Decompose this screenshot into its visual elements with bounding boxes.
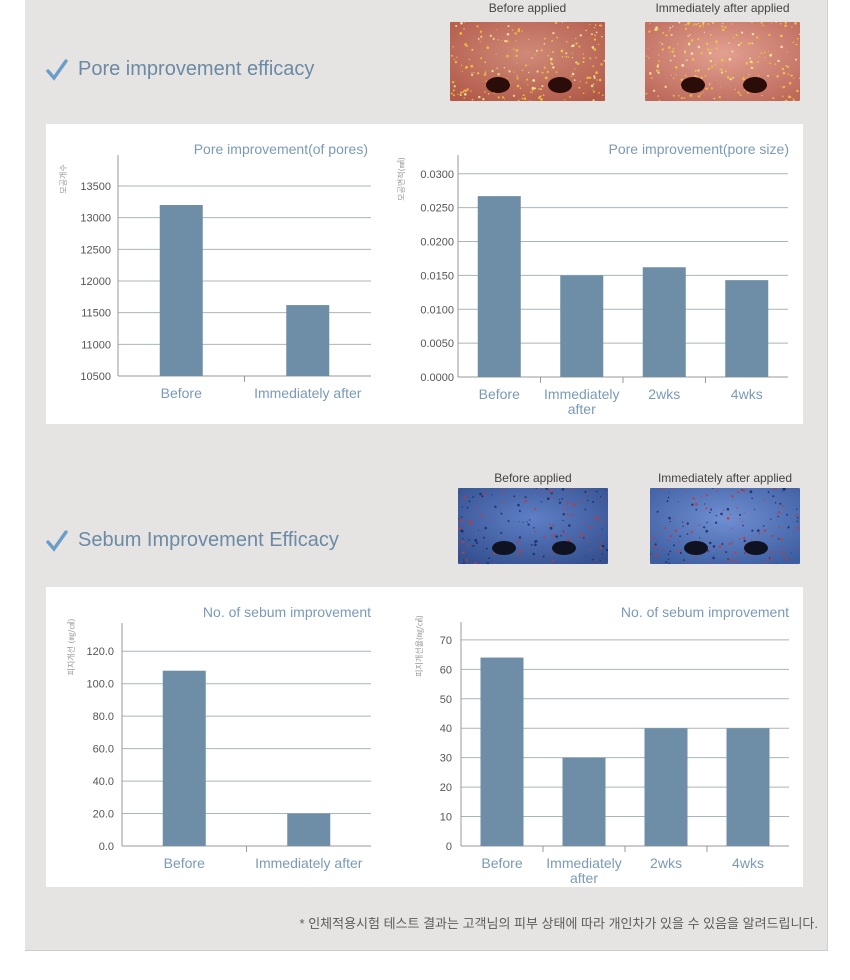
chart-pore-count: Pore improvement(of pores) 모공개수 10500 11000…	[58, 141, 371, 401]
x-tick-label: 4wks	[731, 386, 763, 402]
check-icon	[46, 58, 68, 81]
check-icon	[46, 529, 68, 552]
bar	[560, 275, 604, 377]
chart-sebum-count: No. of sebum improvement 피지개선 (㎎/㎠) 0.0 20.…	[66, 604, 371, 871]
bar	[644, 728, 688, 846]
section-title-sebum: Sebum Improvement Efficacy	[46, 529, 339, 552]
photo-caption-after: Immediately after applied	[655, 1, 790, 15]
x-tick-label: 4wks	[732, 855, 764, 871]
y-tick-label: 40.0	[93, 776, 114, 788]
y-tick-label: 12000	[80, 276, 111, 288]
bar	[287, 813, 331, 846]
y-tick-label: 20.0	[93, 809, 114, 821]
x-tick-label: Immediately after	[254, 385, 362, 401]
chart-pore-size: Pore improvement(pore size) 모공면적(㎟) 0.0000…	[396, 141, 789, 417]
nose-photo-image	[650, 488, 800, 564]
y-tick-label: 70	[440, 635, 452, 647]
bar	[477, 196, 521, 377]
photo-caption-after: Immediately after applied	[657, 471, 793, 485]
x-tick-label: 2wks	[650, 855, 682, 871]
x-tick-label: 2wks	[648, 386, 680, 402]
y-tick-label: 10500	[80, 371, 111, 383]
y-tick-label: 40	[440, 723, 452, 735]
x-tick-label: Before	[479, 386, 520, 402]
sebum-after-photo	[650, 488, 800, 564]
section-title-text: Sebum Improvement Efficacy	[78, 529, 339, 551]
y-tick-label: 100.0	[86, 679, 114, 691]
x-tick-label: Before	[161, 385, 202, 401]
y-axis-label: 모공면적(㎟)	[396, 157, 406, 201]
photo-caption-before: Before applied	[488, 1, 567, 15]
y-tick-label: 60.0	[93, 744, 114, 756]
y-axis-label: 피지개선율(㎎/㎠)	[414, 615, 425, 677]
section-title-text: Pore improvement efficacy	[78, 58, 315, 80]
y-tick-label: 0.0000	[420, 372, 454, 384]
footnote: * 인체적용시험 테스트 결과는 고객님의 피부 상태에 따라 개인차가 있을 …	[299, 916, 818, 931]
y-tick-label: 11500	[81, 308, 111, 320]
y-axis-label: 모공개수	[58, 164, 68, 193]
y-tick-label: 0.0200	[420, 237, 454, 249]
x-tick-label: after	[568, 401, 596, 417]
x-tick-label: Immediately after	[255, 855, 363, 871]
y-tick-label: 0.0050	[420, 338, 454, 350]
x-tick-label: Before	[164, 855, 205, 871]
y-tick-label: 10	[440, 812, 452, 824]
x-tick-label: Immediately	[544, 386, 619, 402]
photo-caption-before: Before applied	[494, 471, 572, 485]
y-tick-label: 0.0300	[420, 169, 454, 181]
y-tick-label: 120.0	[86, 646, 114, 658]
y-tick-label: 60	[440, 664, 452, 676]
chart-title: Pore improvement(pore size)	[608, 141, 789, 157]
bar	[642, 267, 686, 377]
y-tick-label: 80.0	[93, 711, 114, 723]
bar	[159, 205, 203, 376]
pore-after-photo	[645, 22, 800, 101]
nose-photo-image	[645, 22, 800, 101]
y-tick-label: 12500	[80, 244, 111, 256]
bar	[725, 280, 769, 377]
section-title-pore: Pore improvement efficacy	[46, 58, 314, 81]
bar	[726, 728, 770, 846]
nose-photo-image	[450, 22, 605, 101]
x-tick-label: Immediately	[546, 855, 621, 871]
y-tick-label: 0.0250	[420, 203, 454, 215]
y-tick-label: 0.0100	[420, 304, 454, 316]
y-tick-label: 13500	[80, 181, 111, 193]
y-tick-label: 0	[446, 841, 452, 853]
bar	[162, 670, 206, 846]
y-tick-label: 13000	[80, 213, 111, 225]
y-tick-label: 0.0150	[420, 270, 454, 282]
y-axis-label: 피지개선 (㎎/㎠)	[66, 619, 77, 676]
y-tick-label: 0.0	[99, 841, 114, 853]
nose-photo-image	[458, 488, 608, 564]
pore-before-photo	[450, 22, 605, 101]
chart-title: No. of sebum improvement	[203, 604, 371, 620]
y-tick-label: 11000	[81, 339, 111, 351]
chart-title: Pore improvement(of pores)	[194, 141, 368, 157]
y-tick-label: 50	[440, 694, 452, 706]
y-tick-label: 20	[440, 782, 452, 794]
chart-sebum-rate: No. of sebum improvement 피지개선율(㎎/㎠) 0 10 20 3…	[414, 604, 789, 886]
x-tick-label: Before	[481, 855, 522, 871]
sebum-before-photo	[458, 488, 608, 564]
bar	[286, 305, 330, 376]
y-tick-label: 30	[440, 753, 452, 765]
bar	[562, 757, 606, 846]
bar	[480, 657, 524, 846]
chart-title: No. of sebum improvement	[621, 604, 789, 620]
x-tick-label: after	[570, 870, 598, 886]
